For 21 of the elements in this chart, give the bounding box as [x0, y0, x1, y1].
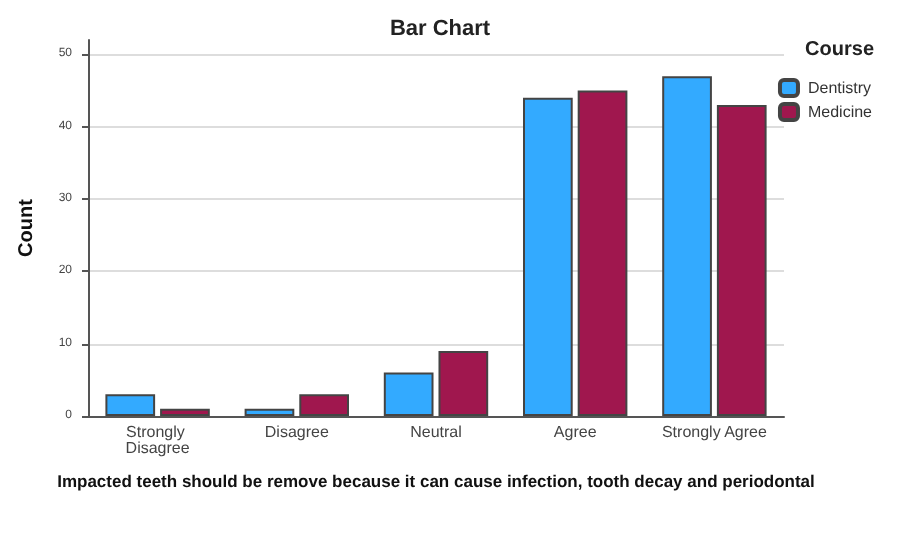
bar	[523, 97, 573, 416]
bar	[438, 350, 489, 416]
chart-title: Bar Chart	[389, 17, 491, 41]
x-tick-label: Strongly Agree	[661, 423, 768, 441]
x-tick-label: Disagree	[264, 423, 330, 441]
x-axis-title: Impacted teeth should be remove because it can cause infection, tooth decay and periodontal	[57, 471, 815, 491]
bar	[716, 105, 767, 416]
bar	[662, 76, 712, 416]
x-tick-label: Agree	[553, 423, 598, 441]
bar	[160, 408, 210, 416]
bar	[383, 372, 434, 416]
legend-title: Course	[805, 39, 875, 61]
legend-label: Dentistry	[807, 79, 872, 97]
bar	[577, 90, 628, 416]
legend-label: Medicine	[807, 103, 874, 121]
bar	[105, 394, 156, 416]
y-axis-title: Count	[15, 197, 38, 257]
bar	[244, 408, 295, 416]
bar	[299, 394, 349, 416]
x-tick-label: Neutral	[410, 423, 463, 441]
x-tick-label: Strongly Disagree	[125, 423, 191, 457]
